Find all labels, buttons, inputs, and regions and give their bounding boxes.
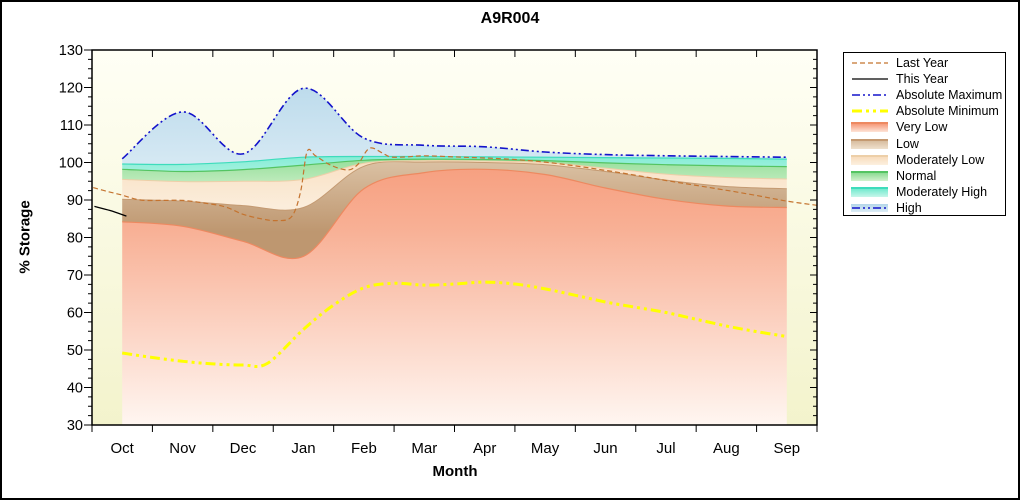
low-top-edge xyxy=(122,161,787,211)
y-axis-title: % Storage xyxy=(16,200,34,274)
legend-label: Moderately Low xyxy=(896,152,985,167)
legend-label: This Year xyxy=(896,72,949,87)
legend-item-absolute-maximum: Absolute Maximum xyxy=(851,87,1005,103)
legend-label: Normal xyxy=(896,168,937,183)
band-normal xyxy=(122,159,787,182)
legend-label: High xyxy=(896,200,922,215)
plot-frame xyxy=(91,49,818,426)
legend-label: Last Year xyxy=(896,56,949,71)
absolute-minimum-line xyxy=(121,280,788,369)
legend-swatch xyxy=(851,203,896,212)
y-tick-label: 30 xyxy=(67,418,83,434)
legend-item-absolute-minimum: Absolute Minimum xyxy=(851,103,1005,119)
y-tick-label: 120 xyxy=(59,81,83,97)
x-tick-label: Jul xyxy=(656,440,675,457)
legend-swatch xyxy=(851,186,896,197)
legend-label: Moderately High xyxy=(896,184,988,199)
band-moderately-high xyxy=(122,156,787,172)
legend-swatch xyxy=(851,170,896,181)
legend-label: Low xyxy=(896,136,919,151)
legend: Last Year This Year Absolute Maximum Absolu… xyxy=(843,52,1006,216)
this-year-line xyxy=(94,205,127,217)
legend-swatch xyxy=(851,89,896,101)
moderately-low-top-edge xyxy=(122,159,787,183)
x-tick-label: Nov xyxy=(169,440,196,457)
very-low-top-edge xyxy=(122,168,787,260)
y-tick-label: 70 xyxy=(67,268,83,284)
x-tick-label: Dec xyxy=(230,440,257,457)
legend-item-moderately-high: Moderately High xyxy=(851,184,1005,200)
y-tick-label: 40 xyxy=(67,381,83,397)
legend-item-very-low: Very Low xyxy=(851,119,1005,135)
x-tick-label: Sep xyxy=(773,440,800,457)
x-tick-label: Oct xyxy=(111,440,135,457)
legend-swatch xyxy=(851,122,896,133)
chart-title: A9R004 xyxy=(480,10,540,27)
legend-label: Absolute Maximum xyxy=(896,88,1003,103)
tick-labels: 130 120 110 100 90 80 70 60 50 40 30 Oct Nov Dec Jan Fe… xyxy=(59,43,800,457)
x-tick-label: Aug xyxy=(713,440,740,457)
x-tick-label: Jan xyxy=(291,440,315,457)
y-tick-label: 50 xyxy=(67,343,83,359)
y-tick-label: 60 xyxy=(67,306,83,322)
moderately-high-top-edge xyxy=(122,155,787,166)
y-tick-label: 90 xyxy=(67,193,83,209)
x-tick-label: Feb xyxy=(351,440,377,457)
legend-label: Very Low xyxy=(896,120,948,135)
legend-swatch xyxy=(851,57,896,69)
legend-swatch xyxy=(851,138,896,149)
legend-item-moderately-low: Moderately Low xyxy=(851,152,1005,168)
normal-top-edge xyxy=(122,158,787,173)
y-tick-label: 100 xyxy=(59,156,83,172)
band-high xyxy=(122,88,787,165)
legend-item-high: High xyxy=(851,200,1005,216)
y-tick-label: 110 xyxy=(60,118,83,134)
absolute-maximum-line xyxy=(121,87,787,160)
legend-item-low: Low xyxy=(851,135,1005,151)
legend-swatch xyxy=(851,73,896,85)
legend-item-normal: Normal xyxy=(851,168,1005,184)
x-tick-label: Jun xyxy=(593,440,617,457)
y-tick-label: 130 xyxy=(59,43,83,59)
bands-layer xyxy=(93,87,817,425)
x-tick-label: May xyxy=(531,440,560,457)
legend-label: Absolute Minimum xyxy=(896,104,999,119)
y-tick-label: 80 xyxy=(67,231,83,247)
band-moderately-low xyxy=(122,160,787,211)
band-low xyxy=(122,161,787,259)
legend-item-this-year: This Year xyxy=(851,71,1005,87)
legend-item-last-year: Last Year xyxy=(851,55,1005,71)
x-tick-label: Mar xyxy=(411,440,437,457)
x-tick-label: Apr xyxy=(473,440,496,457)
legend-swatch xyxy=(851,154,896,165)
legend-swatch xyxy=(851,105,896,117)
band-very-low xyxy=(122,169,787,425)
x-axis-title: Month xyxy=(432,463,478,480)
